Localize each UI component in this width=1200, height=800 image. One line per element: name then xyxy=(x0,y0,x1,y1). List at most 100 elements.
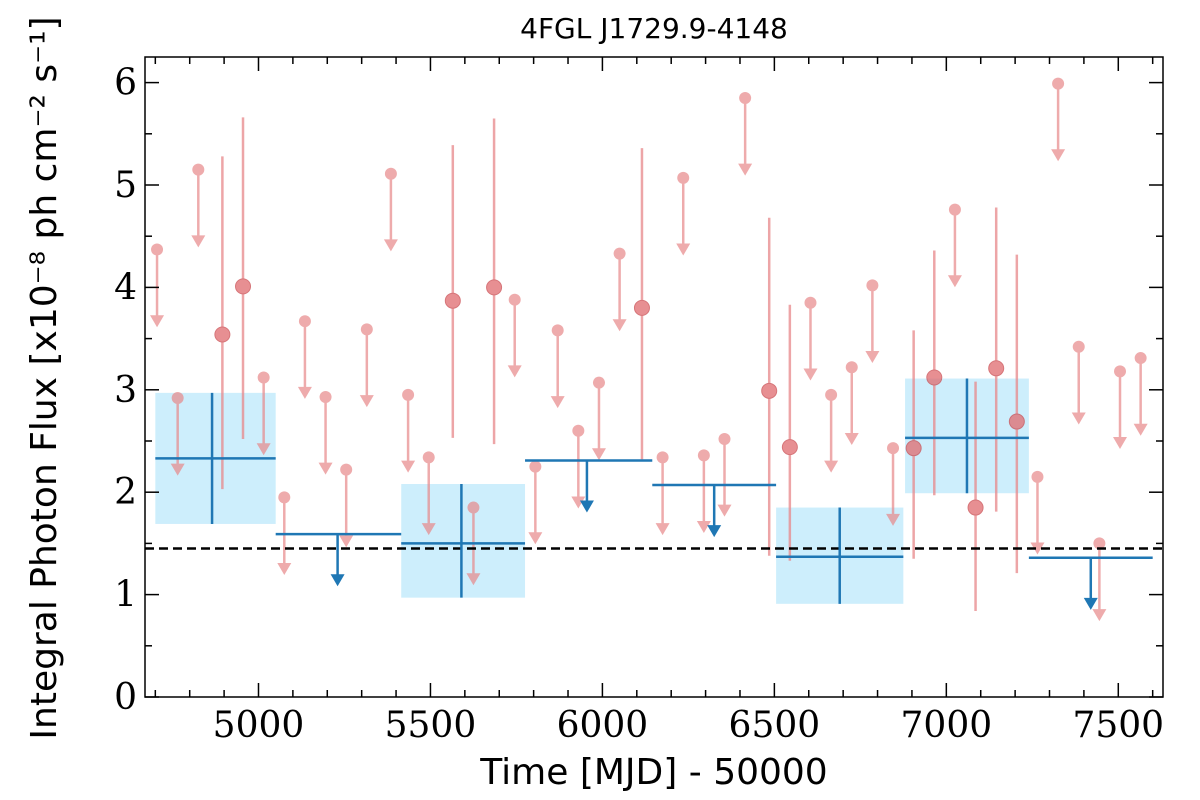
fine-upper-limit xyxy=(170,391,185,476)
fine-upper-limit xyxy=(383,167,398,252)
fine-upper-limit xyxy=(466,501,481,586)
upper-limit-arrowhead xyxy=(191,235,206,248)
upper-limit-point xyxy=(697,449,710,462)
fine-upper-limit xyxy=(676,171,691,256)
x-tick-label: 6000 xyxy=(557,705,649,746)
fine-upper-limit xyxy=(421,451,436,536)
upper-limit-arrowhead xyxy=(318,462,333,475)
y-tick-label: 0 xyxy=(114,677,137,718)
fine-upper-limit xyxy=(359,323,374,408)
upper-limit-point xyxy=(825,388,838,401)
plot-area xyxy=(145,77,1163,622)
x-axis-label: Time [MJD] - 50000 xyxy=(479,752,827,793)
y-tick-label: 6 xyxy=(114,63,137,104)
upper-limit-arrowhead xyxy=(528,532,543,545)
upper-limit-point xyxy=(845,361,858,374)
detection-point xyxy=(444,292,461,309)
fine-upper-limit xyxy=(1051,77,1066,162)
upper-limit-arrowhead xyxy=(339,535,354,548)
upper-limit-point xyxy=(804,296,817,309)
upper-limit-arrowhead xyxy=(383,239,398,252)
fine-upper-limit xyxy=(550,324,565,409)
detection-point xyxy=(926,369,943,386)
detection-point xyxy=(633,299,650,316)
upper-limit-point xyxy=(592,376,605,389)
x-tick-label: 6500 xyxy=(729,705,821,746)
fine-upper-limit xyxy=(717,432,732,517)
upper-limit-arrowhead xyxy=(1071,412,1086,425)
upper-limit-arrowhead xyxy=(1113,437,1128,450)
upper-limit-point xyxy=(551,324,564,337)
fine-detection xyxy=(781,304,798,561)
upper-limit-point xyxy=(1114,365,1127,378)
y-tick-label: 3 xyxy=(114,370,137,411)
coarse-upper-limit-arrowhead xyxy=(1083,597,1098,610)
fine-detection xyxy=(967,381,984,611)
fine-upper-limit xyxy=(256,371,271,456)
upper-limit-point xyxy=(739,91,752,104)
coarse-upper-limit-arrowhead xyxy=(330,574,345,587)
fine-upper-limit xyxy=(507,293,522,378)
upper-limit-arrowhead xyxy=(824,460,839,473)
upper-limit-arrowhead xyxy=(550,396,565,409)
detection-point xyxy=(214,326,231,343)
coarse-upper-limit-arrowhead xyxy=(579,500,594,513)
upper-limit-arrowhead xyxy=(277,563,292,575)
fine-detection xyxy=(214,156,231,490)
upper-limit-point xyxy=(948,203,961,216)
fine-upper-limit xyxy=(655,451,670,536)
upper-limit-point xyxy=(402,388,415,401)
fine-upper-limit xyxy=(401,388,416,473)
upper-limit-point xyxy=(422,451,435,464)
y-tick-label: 5 xyxy=(114,165,137,206)
y-tick-label: 4 xyxy=(114,267,137,308)
upper-limit-arrowhead xyxy=(886,513,901,526)
x-tick-label: 5000 xyxy=(213,705,305,746)
upper-limit-arrowhead xyxy=(612,319,627,332)
fine-detection xyxy=(905,330,922,559)
upper-limit-point xyxy=(1052,77,1065,90)
fine-upper-limit xyxy=(591,376,606,461)
coarse-error-band xyxy=(401,484,526,598)
upper-limit-arrowhead xyxy=(655,523,670,536)
upper-limit-arrowhead xyxy=(256,443,271,456)
fine-upper-limit xyxy=(865,279,880,364)
upper-limit-point xyxy=(151,243,164,256)
upper-limit-arrowhead xyxy=(507,365,522,378)
upper-limit-point xyxy=(529,460,542,473)
upper-limit-point xyxy=(718,432,731,445)
upper-limit-point xyxy=(1072,340,1085,353)
upper-limit-point xyxy=(572,424,585,437)
fine-upper-limit xyxy=(824,388,839,473)
fine-detection xyxy=(235,117,252,439)
upper-limit-arrowhead xyxy=(1092,609,1107,622)
upper-limit-point xyxy=(257,371,270,384)
fine-upper-limit xyxy=(571,424,586,509)
upper-limit-point xyxy=(278,491,291,504)
upper-limit-point xyxy=(298,315,311,328)
upper-limit-arrowhead xyxy=(1133,423,1148,436)
upper-limit-point xyxy=(319,390,332,403)
upper-limit-point xyxy=(1031,470,1044,483)
upper-limit-point xyxy=(1093,537,1106,550)
detection-point xyxy=(967,499,984,516)
upper-limit-point xyxy=(340,463,353,476)
detection-point xyxy=(781,439,798,456)
plot-frame xyxy=(144,56,1164,698)
fine-upper-limit xyxy=(886,442,901,526)
upper-limit-arrowhead xyxy=(401,460,416,473)
detection-point xyxy=(988,360,1005,377)
upper-limit-arrowhead xyxy=(359,395,374,408)
upper-limit-point xyxy=(192,163,205,176)
detection-point xyxy=(486,279,503,296)
upper-limit-point xyxy=(384,167,397,180)
upper-limit-arrowhead xyxy=(297,386,312,399)
y-tick-label: 1 xyxy=(114,575,137,616)
fine-upper-limit xyxy=(150,243,165,328)
upper-limit-point xyxy=(1134,352,1147,365)
fine-upper-limit xyxy=(1071,340,1086,425)
axes: 5000 5500 6000 6500 7000 7500 0 1 2 3 4 5 6 xyxy=(114,56,1164,746)
upper-limit-arrowhead xyxy=(170,463,185,476)
upper-limit-point xyxy=(467,501,480,514)
